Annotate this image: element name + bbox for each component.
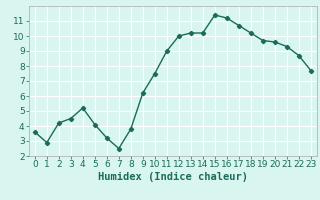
X-axis label: Humidex (Indice chaleur): Humidex (Indice chaleur) — [98, 172, 248, 182]
